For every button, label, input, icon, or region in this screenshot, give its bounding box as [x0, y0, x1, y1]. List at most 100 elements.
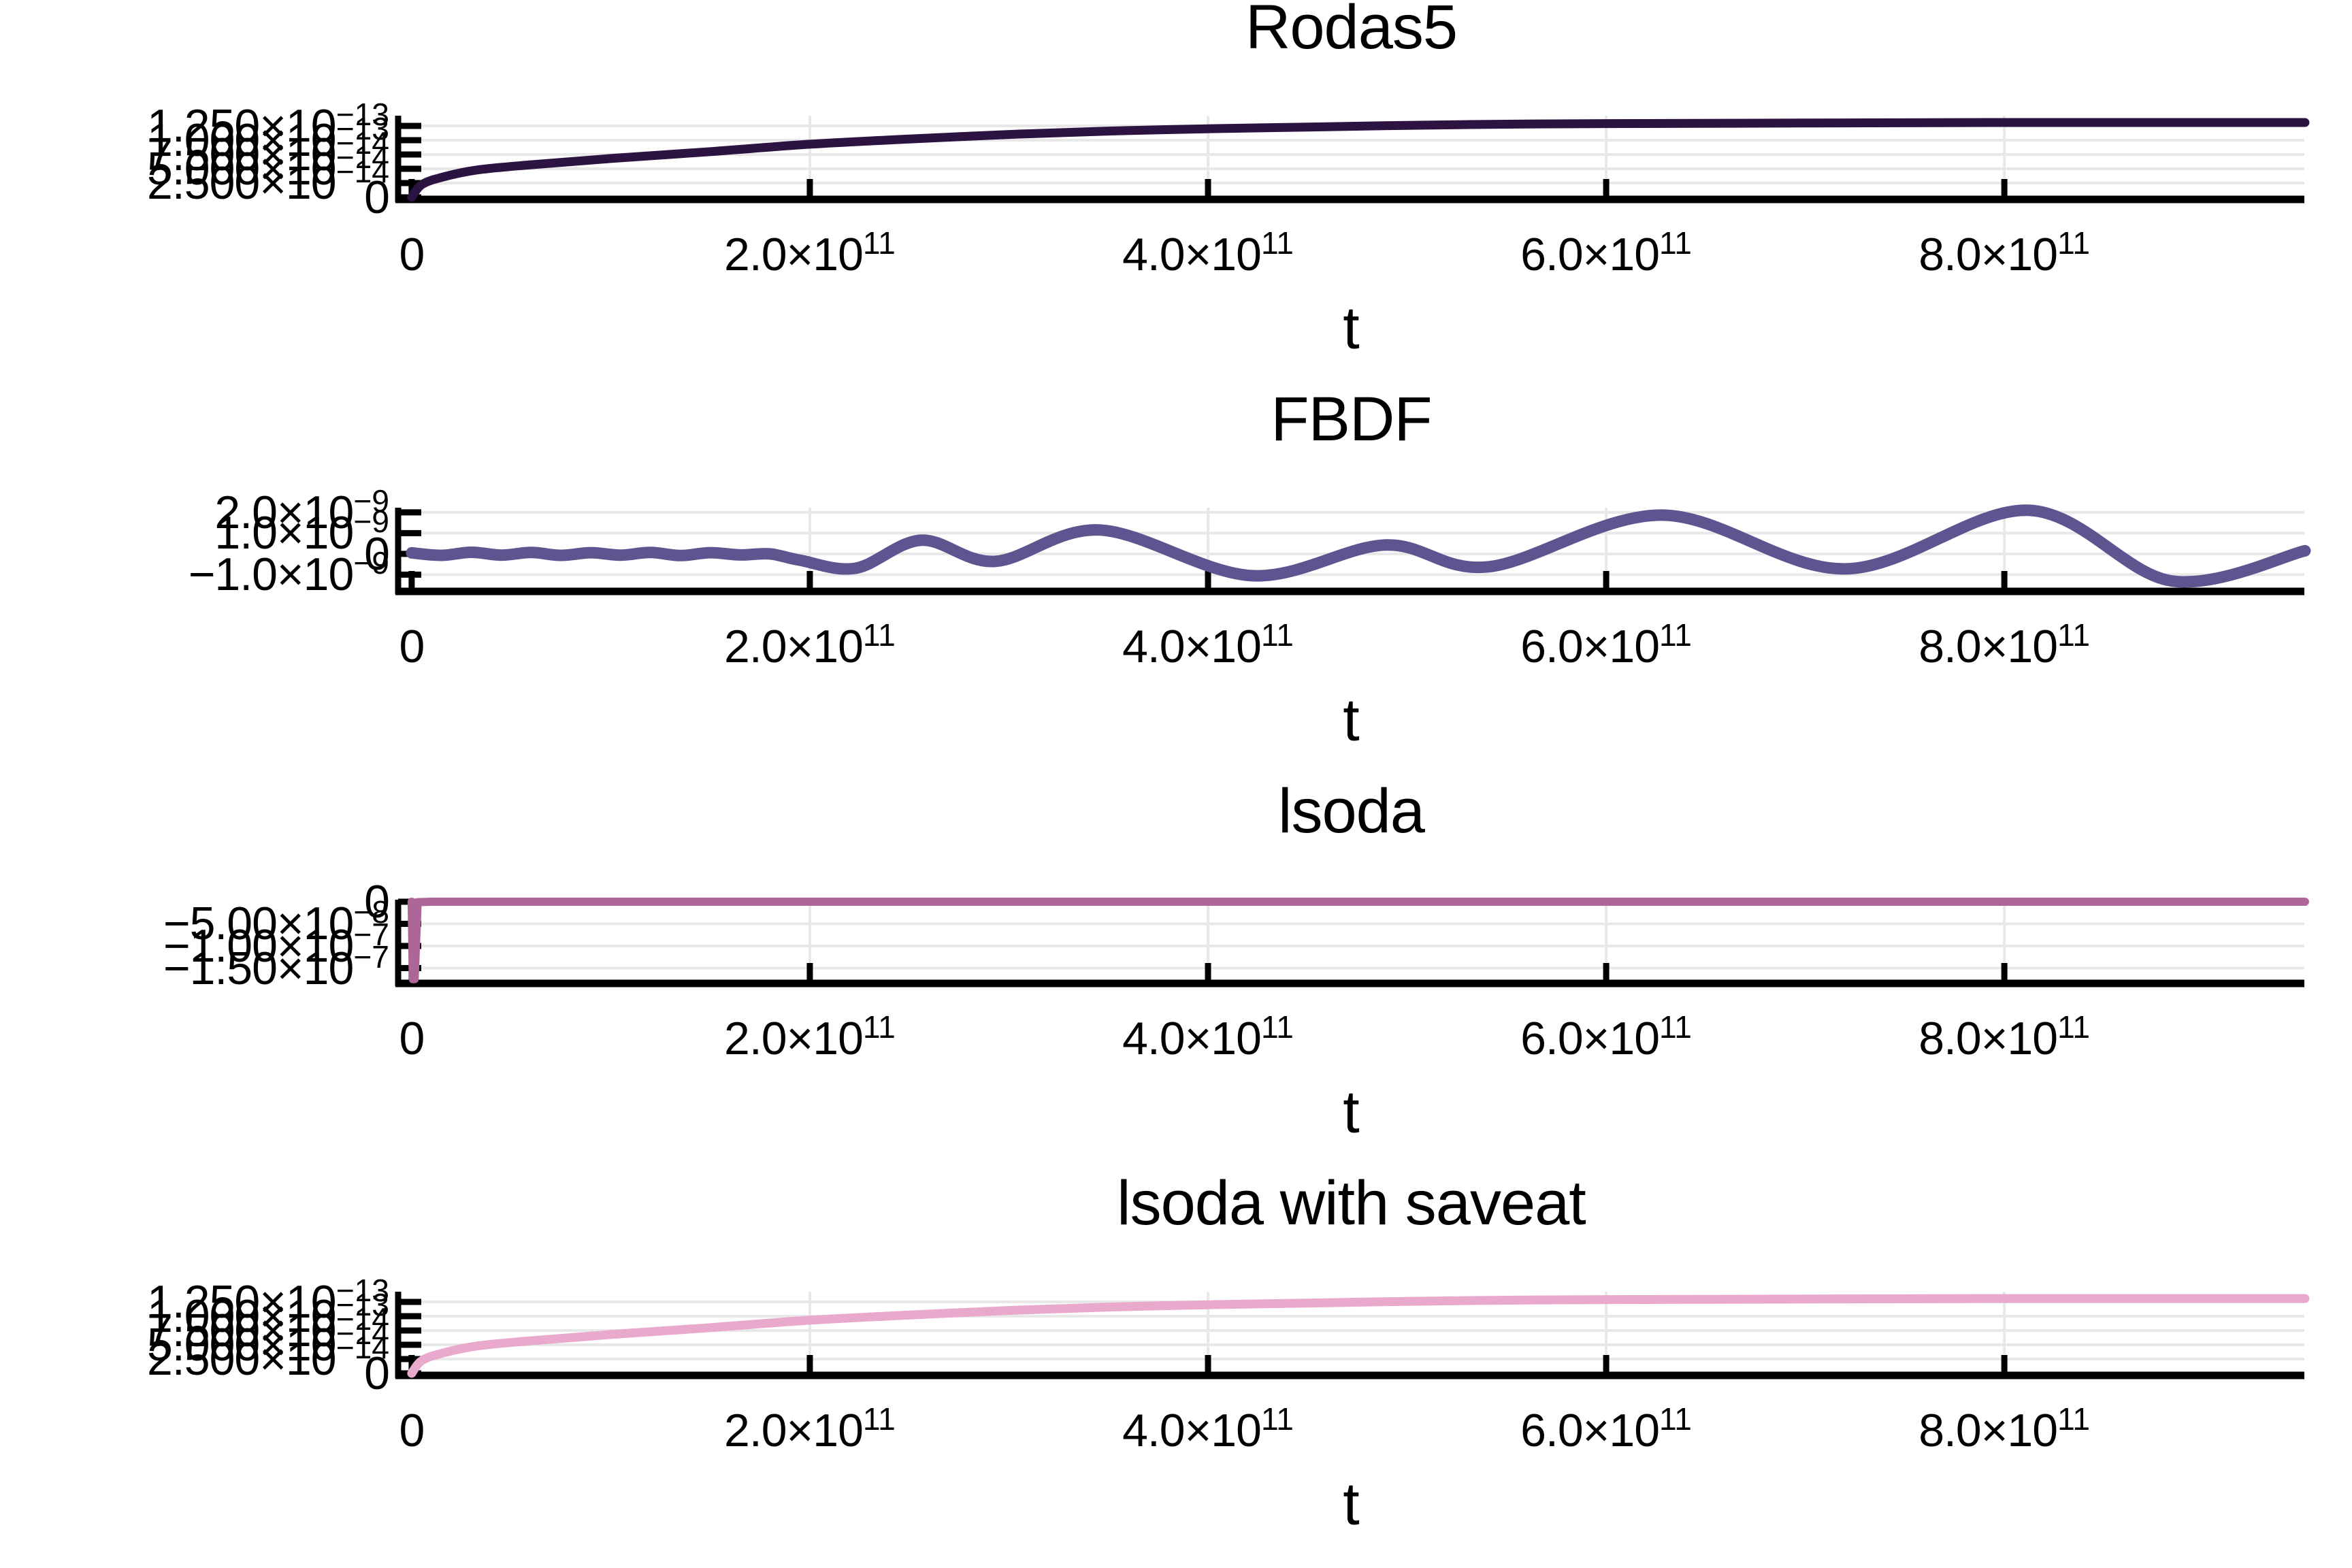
subplot-lsoda: lsoda t −1.50×10−7 −1.00×10−7 −5.00×10−8 0 0… — [0, 779, 2352, 1176]
y-tick-mantissa: 1.250×10 — [147, 1276, 337, 1328]
subplot-rodas5: Rodas5 t 0 2.500×10−14 5.000×10−14 7.500×10… — [0, 0, 2352, 392]
x-tick-label: 2.0×1011 — [724, 619, 896, 670]
y-tick-exponent: −7 — [353, 938, 389, 975]
x-tick-exponent: 11 — [1260, 617, 1294, 653]
y-tick-exponent: −13 — [336, 1286, 389, 1322]
y-tick-exponent: −7 — [353, 916, 389, 952]
y-tick-label: 2.500×10−14 — [147, 1332, 389, 1385]
x-axis-title: t — [1343, 1078, 1360, 1145]
y-tick-exponent: −8 — [353, 894, 389, 930]
plot-canvas — [395, 1292, 2310, 1379]
x-tick-mantissa: 0 — [399, 1405, 425, 1456]
x-tick-exponent: 11 — [1659, 1401, 1693, 1437]
x-tick-mantissa: 8.0×10 — [1918, 621, 2058, 672]
y-tick-label: 1.250×10−13 — [147, 1275, 389, 1328]
y-tick-label: 2.0×10−9 — [214, 485, 389, 538]
y-tick-mantissa: 7.500×10 — [147, 1305, 337, 1356]
plot-title: Rodas5 — [1245, 0, 1458, 62]
x-tick-mantissa: 6.0×10 — [1520, 621, 1660, 672]
y-tick-label: 1.0×10−9 — [214, 506, 389, 559]
x-tick-exponent: 11 — [1260, 1009, 1294, 1045]
plot-canvas — [395, 116, 2310, 203]
y-tick-label: 5.000×10−14 — [147, 142, 389, 195]
y-tick-exponent: −14 — [336, 139, 389, 175]
y-tick-label: 1.000×10−13 — [147, 1289, 389, 1342]
y-tick-exponent: −14 — [336, 1301, 389, 1337]
x-tick-mantissa: 6.0×10 — [1520, 1405, 1660, 1456]
x-tick-label: 6.0×1011 — [1520, 619, 1692, 672]
y-tick-mantissa: 7.500×10 — [147, 129, 337, 180]
x-tick-exponent: 11 — [1659, 1009, 1693, 1045]
x-tick-label: 8.0×1011 — [1918, 227, 2090, 280]
x-tick-mantissa: 4.0×10 — [1122, 1013, 1262, 1064]
x-tick-mantissa: 8.0×10 — [1918, 229, 2058, 280]
y-tick-mantissa: 0 — [364, 172, 390, 223]
y-tick-label: −1.0×10−9 — [188, 547, 389, 601]
x-tick-exponent: 11 — [862, 1401, 896, 1437]
y-tick-mantissa: 0 — [364, 875, 390, 928]
x-tick-mantissa: 2.0×10 — [724, 1405, 864, 1456]
x-tick-label: 4.0×1011 — [1122, 227, 1294, 278]
x-tick-exponent: 11 — [2057, 617, 2091, 653]
y-tick-label: −5.00×10−8 — [163, 896, 389, 947]
x-tick-mantissa: 8.0×10 — [1918, 1405, 2058, 1456]
y-tick-exponent: −14 — [336, 1315, 389, 1351]
y-tick-mantissa: −1.0×10 — [188, 549, 355, 601]
y-tick-exponent: −9 — [353, 545, 389, 581]
series-line — [407, 898, 2309, 983]
y-tick-label: 2.500×10−14 — [147, 156, 389, 209]
y-tick-mantissa: 1.250×10 — [147, 100, 337, 152]
y-tick-mantissa: 0 — [364, 1348, 390, 1399]
x-tick-label: 2.0×1011 — [724, 1403, 896, 1456]
y-tick-exponent: −14 — [336, 1329, 389, 1365]
y-tick-label: −1.50×10−7 — [163, 941, 389, 994]
y-tick-mantissa: 1.000×10 — [147, 114, 337, 166]
plot-title: lsoda — [1278, 777, 1425, 846]
y-tick-mantissa: −1.00×10 — [163, 920, 354, 972]
series-line — [406, 504, 2311, 588]
y-tick-mantissa: 2.500×10 — [147, 157, 337, 209]
x-tick-label: 0 — [399, 229, 425, 280]
x-tick-mantissa: 0 — [399, 1013, 425, 1064]
y-tick-exponent: −13 — [336, 96, 389, 132]
y-tick-label: 7.500×10−14 — [147, 127, 389, 180]
y-tick-mantissa: 2.0×10 — [214, 486, 354, 538]
x-tick-mantissa: 4.0×10 — [1122, 621, 1262, 672]
y-tick-label: 0 — [364, 531, 390, 577]
x-tick-exponent: 11 — [2057, 1401, 2091, 1437]
x-tick-label: 0 — [399, 623, 425, 670]
y-tick-label: 0 — [364, 172, 390, 223]
subplot-lsoda-saveat: lsoda with saveat t 0 2.500×10−14 5.000×10… — [0, 1171, 2352, 1568]
x-tick-label: 0 — [399, 1013, 425, 1064]
y-tick-mantissa: 5.000×10 — [147, 1319, 337, 1371]
y-tick-label: 1.250×10−13 — [147, 99, 389, 152]
y-tick-exponent: −13 — [336, 110, 389, 146]
x-tick-label: 4.0×1011 — [1122, 1011, 1294, 1064]
series-line — [407, 1294, 2310, 1378]
y-tick-mantissa: 1.000×10 — [147, 1290, 337, 1342]
x-tick-mantissa: 2.0×10 — [724, 229, 864, 280]
y-tick-exponent: −14 — [336, 125, 389, 161]
y-tick-label: 0 — [364, 875, 390, 928]
x-axis-title: t — [1343, 686, 1360, 753]
y-tick-label: 5.000×10−14 — [147, 1318, 389, 1371]
x-tick-mantissa: 4.0×10 — [1122, 1405, 1262, 1456]
y-tick-mantissa: 1.0×10 — [214, 507, 354, 559]
y-tick-exponent: −14 — [336, 153, 389, 189]
x-tick-exponent: 11 — [1659, 617, 1693, 653]
x-tick-exponent: 11 — [1260, 225, 1294, 261]
x-tick-mantissa: 8.0×10 — [1918, 1013, 2058, 1064]
x-axis-title: t — [1343, 294, 1360, 361]
y-tick-mantissa: −1.50×10 — [163, 942, 354, 994]
y-tick-exponent: −13 — [336, 1272, 389, 1308]
x-tick-mantissa: 0 — [399, 229, 425, 280]
x-tick-mantissa: 6.0×10 — [1520, 1013, 1660, 1064]
x-tick-exponent: 11 — [1659, 225, 1693, 261]
x-tick-exponent: 11 — [1260, 1401, 1294, 1437]
subplot-fbdf: FBDF t −1.0×10−9 0 1.0×10−9 2.0×10−9 0 2.0×10… — [0, 387, 2352, 784]
y-tick-mantissa: 2.500×10 — [147, 1333, 337, 1385]
y-tick-label: 1.000×10−13 — [147, 113, 389, 166]
plot-canvas — [395, 898, 2309, 987]
y-tick-mantissa: 5.000×10 — [147, 143, 337, 195]
